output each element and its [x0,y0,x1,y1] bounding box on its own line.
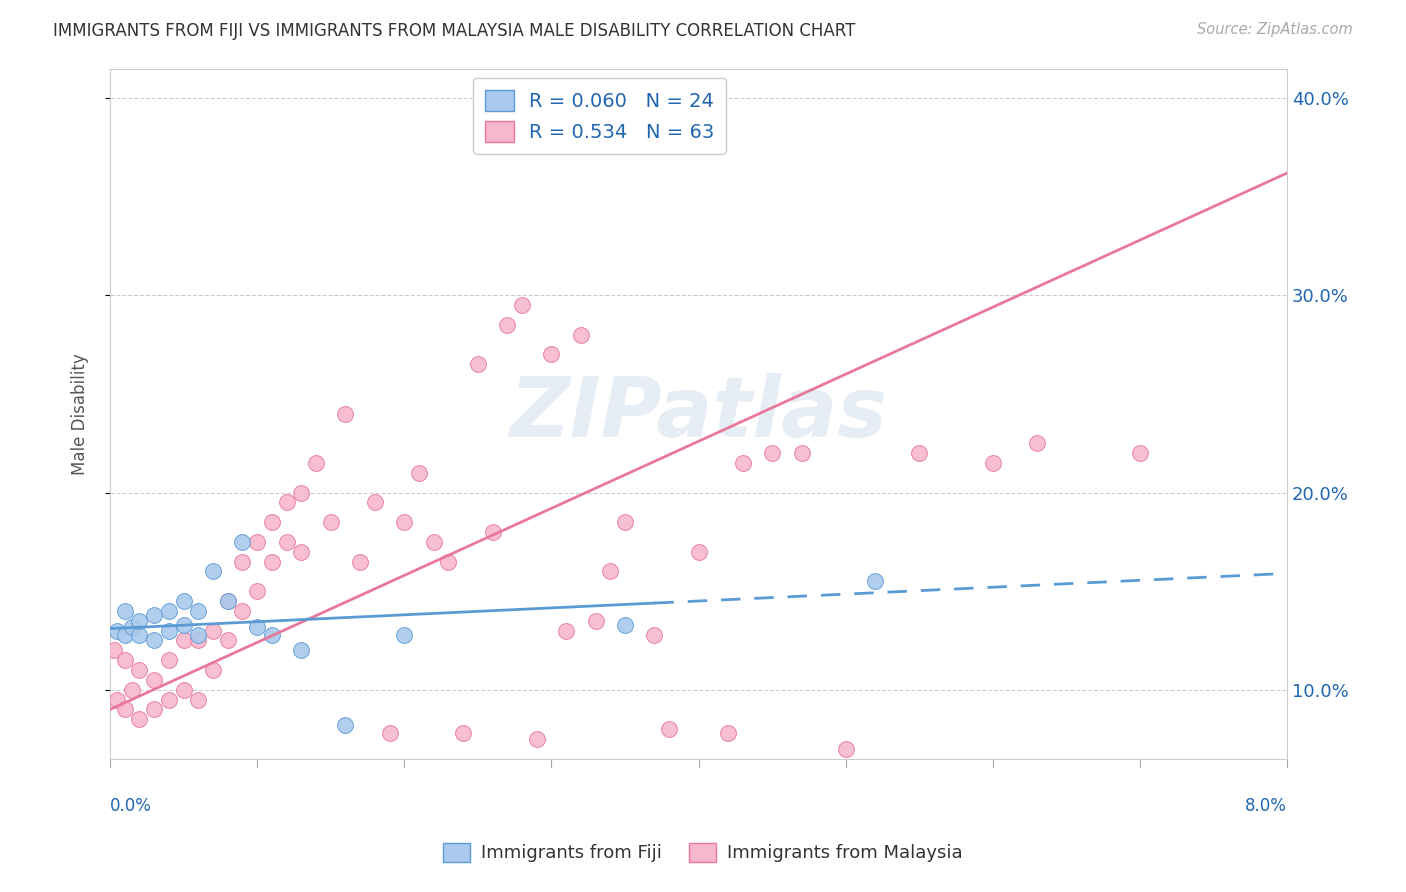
Point [437,555,460,569]
Point [364,495,387,509]
Legend: Immigrants from Fiji, Immigrants from Malaysia: Immigrants from Fiji, Immigrants from Ma… [436,836,970,870]
Point [202,624,225,638]
Point [173,617,195,632]
Point [246,620,269,634]
Point [187,604,209,618]
Point [143,633,166,648]
Text: ZIPatlas: ZIPatlas [509,373,887,454]
Point [834,742,856,756]
Point [423,534,446,549]
Y-axis label: Male Disability: Male Disability [72,352,89,475]
Point [335,407,357,421]
Point [335,718,357,732]
Point [378,726,401,740]
Point [790,446,813,460]
Point [496,318,519,332]
Point [143,673,166,687]
Point [157,653,180,667]
Point [107,692,129,706]
Point [128,627,150,641]
Point [658,722,681,736]
Point [173,594,195,608]
Point [540,347,562,361]
Point [394,627,416,641]
Point [128,663,150,677]
Point [114,702,136,716]
Point [217,633,239,648]
Point [481,524,503,539]
Point [157,624,180,638]
Point [107,624,129,638]
Point [114,653,136,667]
Point [276,534,298,549]
Point [260,627,283,641]
Point [555,624,578,638]
Point [128,712,150,726]
Point [290,643,312,657]
Point [260,515,283,529]
Point [187,627,209,641]
Point [187,633,209,648]
Point [408,466,430,480]
Point [173,682,195,697]
Point [451,726,474,740]
Point [585,614,607,628]
Point [863,574,886,589]
Point [217,594,239,608]
Point [231,604,253,618]
Point [276,495,298,509]
Legend: R = 0.060   N = 24, R = 0.534   N = 63: R = 0.060 N = 24, R = 0.534 N = 63 [472,78,727,153]
Text: IMMIGRANTS FROM FIJI VS IMMIGRANTS FROM MALAYSIA MALE DISABILITY CORRELATION CHA: IMMIGRANTS FROM FIJI VS IMMIGRANTS FROM … [53,22,856,40]
Point [761,446,783,460]
Point [121,682,143,697]
Text: Source: ZipAtlas.com: Source: ZipAtlas.com [1197,22,1353,37]
Point [157,692,180,706]
Point [510,298,533,312]
Point [569,327,592,342]
Point [103,643,125,657]
Point [217,594,239,608]
Point [114,604,136,618]
Point [526,732,548,747]
Point [349,555,371,569]
Point [305,456,328,470]
Point [231,534,253,549]
Point [731,456,754,470]
Point [290,485,312,500]
Point [143,607,166,622]
Point [599,565,621,579]
Point [643,627,665,641]
Point [246,534,269,549]
Point [614,515,637,529]
Point [157,604,180,618]
Point [202,565,225,579]
Point [981,456,1004,470]
Point [394,515,416,529]
Point [319,515,342,529]
Point [908,446,931,460]
Point [121,620,143,634]
Point [467,357,489,371]
Point [688,545,710,559]
Point [231,555,253,569]
Point [202,663,225,677]
Point [128,614,150,628]
Point [260,555,283,569]
Point [717,726,740,740]
Text: 8.0%: 8.0% [1246,797,1286,814]
Point [246,584,269,599]
Text: 0.0%: 0.0% [110,797,152,814]
Point [1129,446,1152,460]
Point [614,617,637,632]
Point [143,702,166,716]
Point [114,627,136,641]
Point [173,633,195,648]
Point [1026,436,1049,450]
Point [187,692,209,706]
Point [290,545,312,559]
